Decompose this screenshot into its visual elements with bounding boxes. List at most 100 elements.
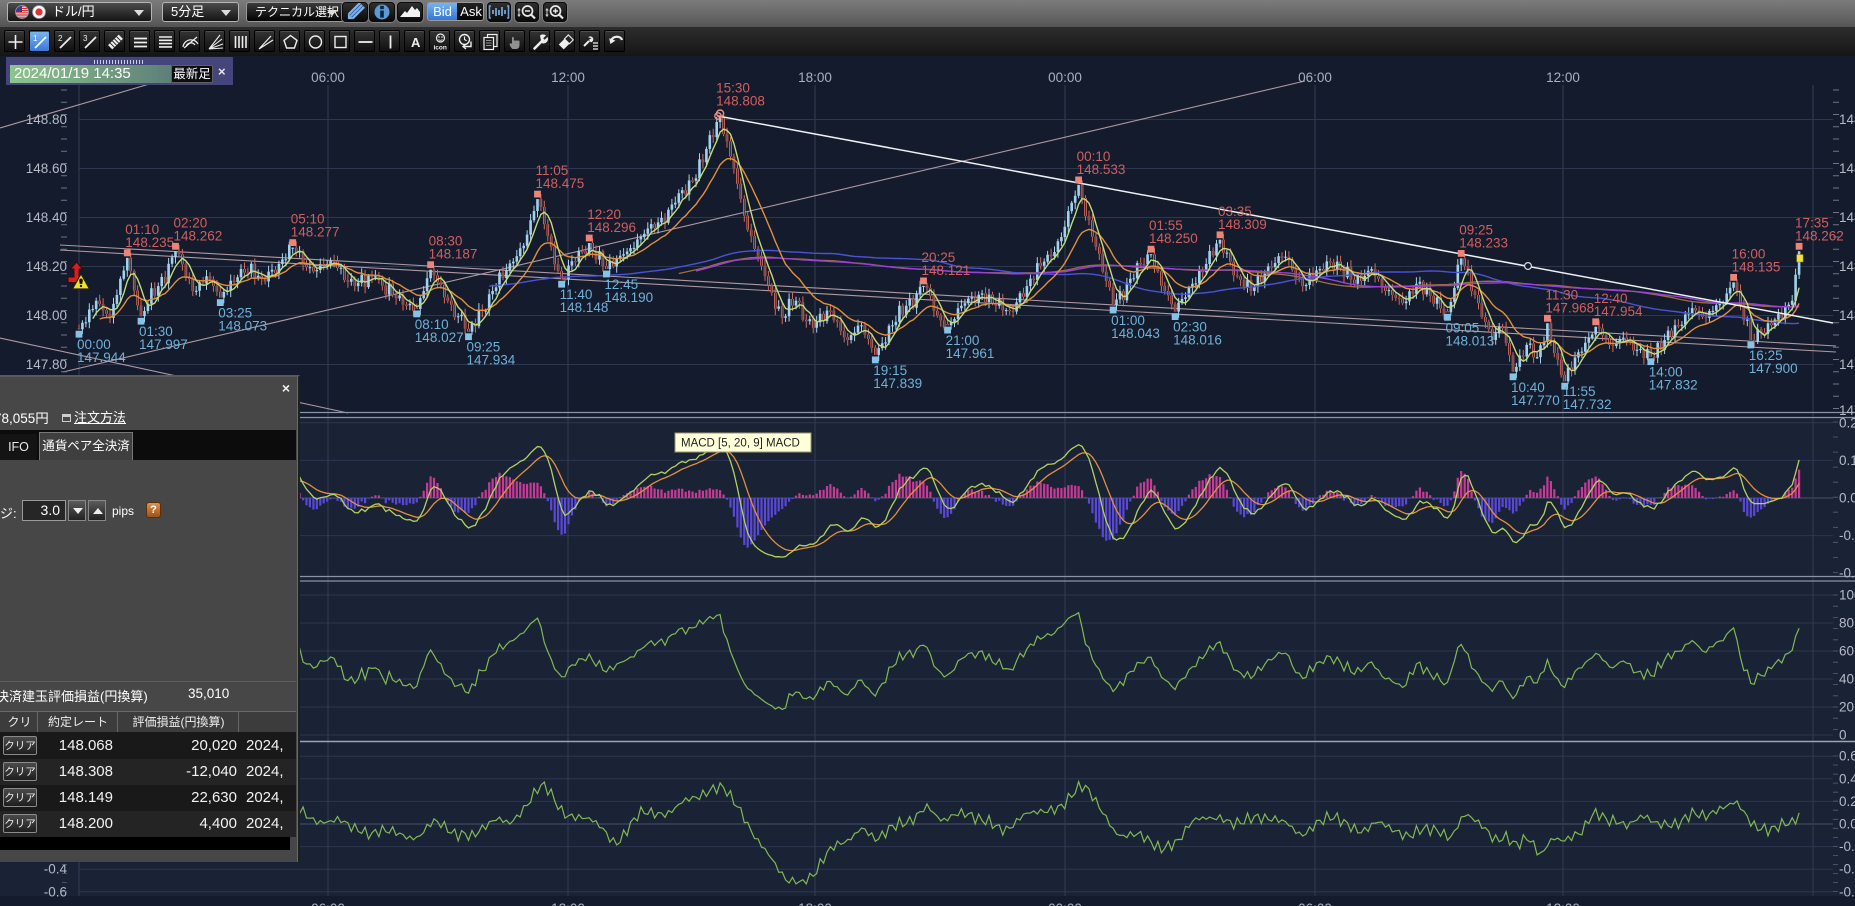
svg-text:19:15: 19:15 — [873, 363, 907, 378]
svg-text:-0.6: -0.6 — [44, 884, 67, 899]
svg-text:12:00: 12:00 — [1546, 901, 1580, 906]
svg-text:00:00: 00:00 — [1048, 70, 1082, 85]
svg-text:-0.1: -0.1 — [1839, 528, 1855, 543]
svg-text:16:25: 16:25 — [1749, 348, 1783, 363]
svg-text:148.60: 148.60 — [1839, 161, 1855, 176]
svg-text:148.187: 148.187 — [429, 247, 478, 262]
svg-text:148.277: 148.277 — [291, 225, 340, 240]
svg-text:12:00: 12:00 — [551, 901, 585, 906]
svg-text:148.309: 148.309 — [1218, 217, 1267, 232]
svg-text:148.80: 148.80 — [26, 112, 67, 127]
svg-text:06:00: 06:00 — [1298, 901, 1332, 906]
svg-text:148.296: 148.296 — [587, 220, 636, 235]
svg-text:148.60: 148.60 — [26, 161, 67, 176]
svg-text:10:40: 10:40 — [1511, 380, 1545, 395]
svg-text:0.2: 0.2 — [1839, 415, 1855, 430]
svg-text:147.934: 147.934 — [467, 353, 516, 368]
svg-text:147.80: 147.80 — [26, 357, 67, 372]
svg-text:3: 3 — [83, 34, 88, 43]
svg-text:-0.2: -0.2 — [1839, 839, 1855, 854]
svg-text:148.20: 148.20 — [26, 259, 67, 274]
svg-text:00:00: 00:00 — [77, 337, 111, 352]
svg-text:06:00: 06:00 — [1298, 70, 1332, 85]
svg-text:147.900: 147.900 — [1749, 361, 1798, 376]
svg-text:148.00: 148.00 — [1839, 308, 1855, 323]
svg-text:12:00: 12:00 — [1546, 70, 1580, 85]
svg-text:148.027: 148.027 — [415, 330, 464, 345]
svg-text:0: 0 — [1839, 728, 1847, 743]
svg-text:11:55: 11:55 — [1563, 384, 1596, 399]
svg-text:09:25: 09:25 — [467, 340, 501, 355]
svg-text:21:00: 21:00 — [946, 333, 980, 348]
svg-text:147.954: 147.954 — [1594, 304, 1643, 319]
svg-text:148.235: 148.235 — [125, 235, 174, 250]
svg-text:03:35: 03:35 — [1218, 204, 1252, 219]
svg-text:12:00: 12:00 — [551, 70, 585, 85]
svg-text:12:45: 12:45 — [604, 277, 638, 292]
svg-text:148.808: 148.808 — [716, 94, 765, 109]
svg-text:147.770: 147.770 — [1511, 393, 1560, 408]
svg-text:148.190: 148.190 — [604, 290, 653, 305]
svg-text:11:40: 11:40 — [560, 287, 593, 302]
svg-text:148.00: 148.00 — [26, 308, 67, 323]
svg-text:11:30: 11:30 — [1545, 287, 1578, 302]
svg-text:147.997: 147.997 — [139, 337, 188, 352]
svg-text:20:25: 20:25 — [922, 250, 956, 265]
svg-text:17:35: 17:35 — [1795, 215, 1829, 230]
svg-text:148.80: 148.80 — [1839, 112, 1855, 127]
svg-text:0.4: 0.4 — [1839, 771, 1855, 786]
svg-text:0.2: 0.2 — [1839, 794, 1855, 809]
svg-text:100: 100 — [1839, 588, 1855, 603]
svg-text:147.839: 147.839 — [873, 376, 922, 391]
svg-text:148.013: 148.013 — [1446, 333, 1495, 348]
svg-text:02:20: 02:20 — [174, 215, 208, 230]
svg-text:01:10: 01:10 — [125, 222, 159, 237]
svg-text:148.016: 148.016 — [1173, 333, 1222, 348]
svg-text:148.233: 148.233 — [1459, 235, 1508, 250]
svg-text:-0.4: -0.4 — [1839, 862, 1855, 877]
svg-text:147.732: 147.732 — [1563, 397, 1612, 412]
svg-text:-0.4: -0.4 — [44, 862, 68, 877]
svg-text:148.043: 148.043 — [1111, 326, 1160, 341]
svg-text:0.1: 0.1 — [1839, 453, 1855, 468]
svg-text:11:05: 11:05 — [536, 163, 569, 178]
svg-text:09:25: 09:25 — [1459, 222, 1493, 237]
svg-text:08:30: 08:30 — [429, 234, 463, 249]
svg-text:-0.2: -0.2 — [1839, 566, 1855, 581]
svg-text:147.968: 147.968 — [1545, 300, 1594, 315]
svg-text:06:00: 06:00 — [311, 70, 345, 85]
svg-text:12:40: 12:40 — [1594, 291, 1628, 306]
svg-text:60: 60 — [1839, 644, 1854, 659]
svg-text:18:00: 18:00 — [798, 901, 832, 906]
svg-text:40: 40 — [1839, 672, 1854, 687]
svg-text:147.961: 147.961 — [946, 346, 995, 361]
svg-text:148.20: 148.20 — [1839, 259, 1855, 274]
svg-text:148.40: 148.40 — [26, 210, 67, 225]
svg-text:147.944: 147.944 — [77, 350, 126, 365]
svg-text:14:00: 14:00 — [1649, 365, 1683, 380]
svg-text:148.262: 148.262 — [174, 228, 223, 243]
svg-text:148.121: 148.121 — [922, 263, 971, 278]
svg-text:00:00: 00:00 — [1048, 901, 1082, 906]
svg-text:A: A — [411, 35, 421, 50]
svg-text:148.40: 148.40 — [1839, 210, 1855, 225]
svg-text:0.6: 0.6 — [1839, 749, 1855, 764]
svg-text:1: 1 — [33, 34, 38, 43]
svg-text:MACD [5, 20, 9] MACD: MACD [5, 20, 9] MACD — [681, 438, 800, 450]
svg-text:148.135: 148.135 — [1732, 259, 1781, 274]
svg-text:12:20: 12:20 — [587, 207, 621, 222]
svg-text:20: 20 — [1839, 700, 1854, 715]
svg-text:147.832: 147.832 — [1649, 378, 1698, 393]
svg-text:80: 80 — [1839, 616, 1854, 631]
svg-text:00:10: 00:10 — [1077, 149, 1111, 164]
svg-text:05:10: 05:10 — [291, 212, 325, 227]
svg-text:09:05: 09:05 — [1446, 320, 1480, 335]
svg-text:0.0: 0.0 — [1839, 817, 1855, 832]
svg-text:148.250: 148.250 — [1149, 231, 1198, 246]
svg-text:147.60: 147.60 — [1839, 403, 1855, 418]
svg-text:148.475: 148.475 — [536, 176, 585, 191]
svg-text:147.80: 147.80 — [1839, 357, 1855, 372]
svg-text:01:55: 01:55 — [1149, 218, 1183, 233]
svg-text:-0.6: -0.6 — [1839, 884, 1855, 899]
svg-text:148.262: 148.262 — [1795, 228, 1844, 243]
